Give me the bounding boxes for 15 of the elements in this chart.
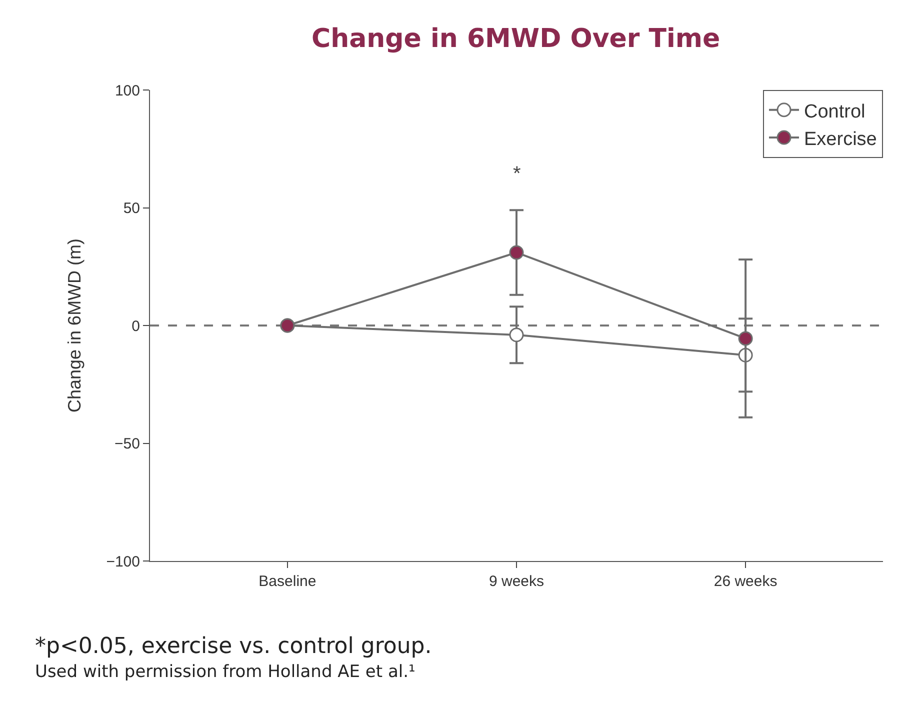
y-axis-title: Change in 6MWD (m) bbox=[64, 238, 84, 413]
x-tick-label: 26 weeks bbox=[714, 573, 778, 590]
x-tick-label: Baseline bbox=[258, 573, 316, 590]
y-tick-label: −50 bbox=[114, 436, 140, 452]
y-tick-label: 100 bbox=[114, 82, 140, 100]
annotation: * bbox=[513, 163, 521, 185]
chart-title: Change in 6MWD Over Time bbox=[312, 24, 720, 54]
text: Used with permission from Holland AE et al.¹ bbox=[35, 662, 416, 682]
legend-label: Control bbox=[804, 101, 866, 122]
x-tick-label: 9 weeks bbox=[488, 573, 544, 590]
y-tick-label: 50 bbox=[123, 200, 140, 217]
text: *p<0.05, exercise vs. control group. bbox=[35, 634, 432, 659]
y-tick-label: 0 bbox=[132, 318, 140, 335]
legend-label: Exercise bbox=[804, 128, 877, 150]
y-tick-label: −100 bbox=[106, 553, 140, 570]
